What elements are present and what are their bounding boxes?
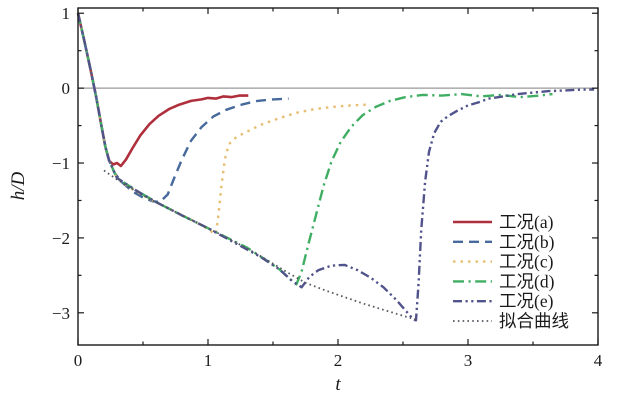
legend-entry-b: 工况(b): [453, 232, 555, 252]
series-line-d: [76, 12, 553, 286]
x-axis-title: t: [335, 374, 341, 395]
legend-entry-d: 工况(d): [453, 271, 555, 291]
tick-labels: 0 1 2 3 4 1 0 −1 −2 −3: [52, 4, 603, 370]
legend-label-e: 工况(e): [499, 291, 554, 311]
legend-label-a: 工况(a): [499, 212, 554, 232]
series-line-e: [76, 12, 595, 322]
x-tick-label: 3: [464, 351, 473, 370]
x-tick-label: 4: [594, 351, 603, 370]
x-tick-label: 2: [334, 351, 343, 370]
axis-ticks: [77, 8, 599, 345]
legend-entry-e: 工况(e): [453, 291, 554, 311]
legend-entry-a: 工况(a): [453, 212, 554, 232]
y-tick-label: 0: [62, 79, 71, 98]
x-tick-label: 0: [74, 351, 83, 370]
legend-label-fit: 拟合曲线: [499, 311, 569, 331]
legend-label-c: 工况(c): [499, 252, 554, 272]
y-axis-title: h/D: [8, 171, 29, 201]
series-line-fit: [103, 169, 417, 321]
legend: 工况(a)工况(b)工况(c)工况(d)工况(e)拟合曲线: [453, 212, 569, 331]
y-tick-label: 1: [62, 4, 71, 23]
series-lines: [76, 12, 595, 322]
series-line-c: [76, 12, 367, 236]
legend-label-b: 工况(b): [499, 232, 555, 252]
y-tick-label: −3: [52, 304, 70, 323]
legend-entry-fit: 拟合曲线: [453, 311, 569, 331]
legend-label-d: 工况(d): [499, 271, 555, 291]
x-tick-label: 1: [204, 351, 213, 370]
series-line-b: [76, 12, 289, 204]
y-tick-label: −2: [52, 229, 70, 248]
y-tick-label: −1: [52, 154, 70, 173]
legend-entry-c: 工况(c): [453, 252, 554, 272]
